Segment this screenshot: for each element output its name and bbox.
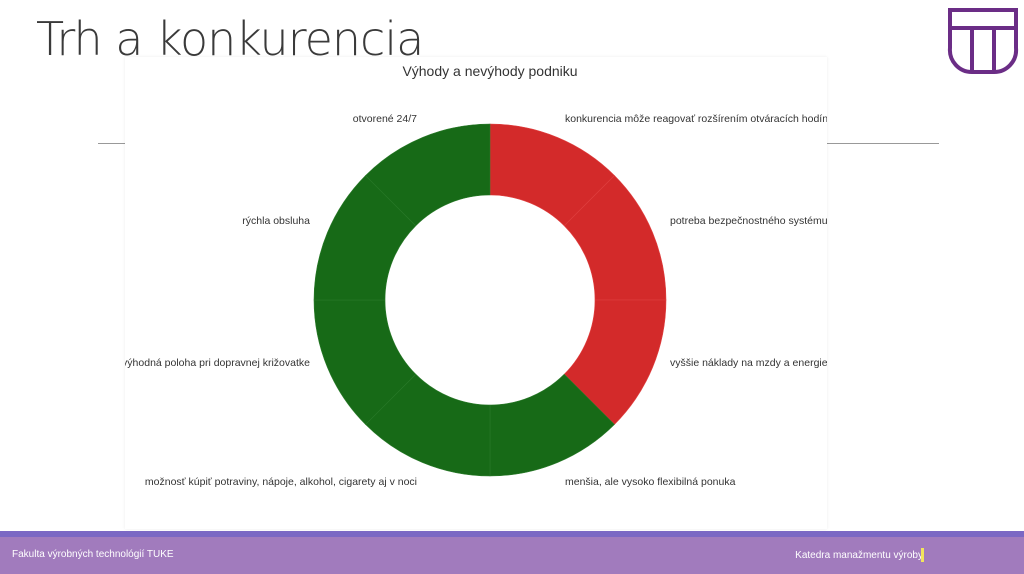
title-divider bbox=[98, 143, 126, 144]
tuke-logo bbox=[947, 8, 1019, 75]
slice-label: potreba bezpečnostného systému bbox=[670, 215, 827, 227]
chart-title: Výhody a nevýhody podniku bbox=[402, 63, 577, 79]
chart-panel: Výhody a nevýhody podniku konkurencia mô… bbox=[122, 57, 828, 529]
footer-faculty: Fakulta výrobných technológií TUKE bbox=[12, 549, 174, 560]
slice-label: možnosť kúpiť potraviny, nápoje, alkohol… bbox=[145, 476, 417, 488]
slice-label: otvorené 24/7 bbox=[353, 113, 417, 125]
footer-yellow-marker bbox=[921, 548, 924, 562]
slice-label: menšia, ale vysoko flexibilná ponuka bbox=[565, 476, 736, 488]
footer: Fakulta výrobných technológií TUKE Kated… bbox=[0, 537, 1024, 574]
slice-label: konkurencia môže reagovať rozšírením otv… bbox=[565, 113, 827, 125]
donut-chart: Výhody a nevýhody podniku konkurencia mô… bbox=[122, 63, 828, 488]
slice-label: výhodná poloha pri dopravnej križovatke bbox=[125, 357, 310, 369]
title-divider bbox=[826, 143, 939, 144]
slice-label: vyššie náklady na mzdy a energie bbox=[670, 357, 827, 369]
footer-department: Katedra manažmentu výroby bbox=[795, 550, 923, 561]
slice-label: rýchla obsluha bbox=[242, 215, 310, 227]
footer-accent-line bbox=[0, 531, 1024, 537]
donut-slice bbox=[365, 123, 491, 227]
